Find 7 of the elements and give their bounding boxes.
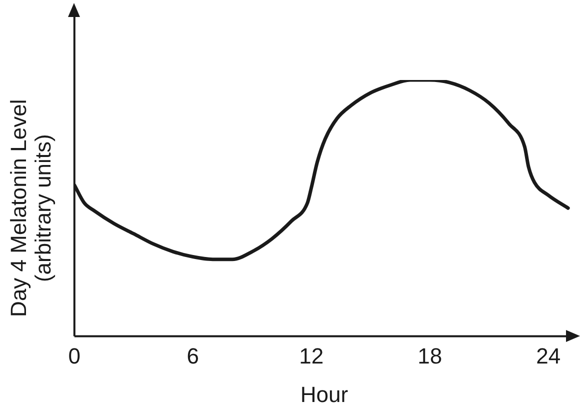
x-tick-label: 12 (299, 343, 324, 368)
x-axis-title: Hour (300, 382, 348, 407)
x-tick-label: 18 (418, 343, 442, 368)
x-tick-label: 24 (536, 343, 561, 368)
x-tick-label: 0 (68, 343, 81, 368)
y-axis-title: Day 4 Melatonin Level (arbitrary units) (6, 99, 56, 317)
x-tick-label: 6 (186, 343, 200, 368)
